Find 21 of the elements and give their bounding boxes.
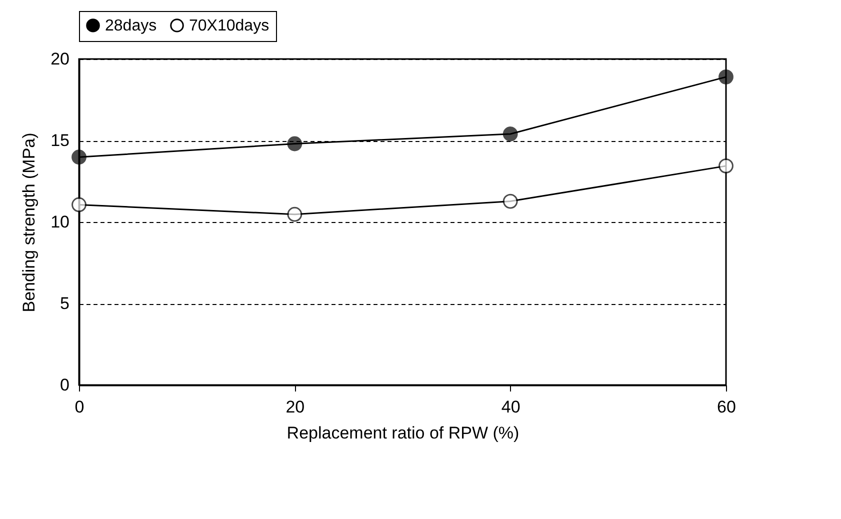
point bbox=[502, 194, 518, 209]
y-tick-label: 0 bbox=[60, 376, 70, 394]
legend-label: 28days bbox=[105, 17, 157, 34]
y-tick-label: 5 bbox=[60, 294, 70, 313]
x-tick-label: 60 bbox=[717, 398, 736, 416]
x-tick-label: 20 bbox=[286, 398, 305, 416]
point bbox=[502, 126, 518, 142]
y-tick-label: 10 bbox=[50, 212, 70, 232]
y-tick-label: 15 bbox=[50, 131, 70, 150]
y-tick-label: 20 bbox=[50, 50, 70, 68]
point bbox=[287, 136, 302, 152]
x-tick-label: 40 bbox=[501, 398, 520, 416]
legend-label: 70X10days bbox=[189, 17, 270, 34]
y-axis-title: Bending strength (MPa) bbox=[20, 132, 39, 312]
point bbox=[287, 206, 302, 222]
x-axis-title: Replacement ratio of RPW (%) bbox=[286, 424, 520, 442]
point bbox=[718, 158, 734, 174]
point bbox=[72, 150, 86, 165]
point bbox=[72, 197, 86, 212]
x-tick-label: 0 bbox=[74, 398, 84, 416]
point bbox=[718, 69, 734, 84]
